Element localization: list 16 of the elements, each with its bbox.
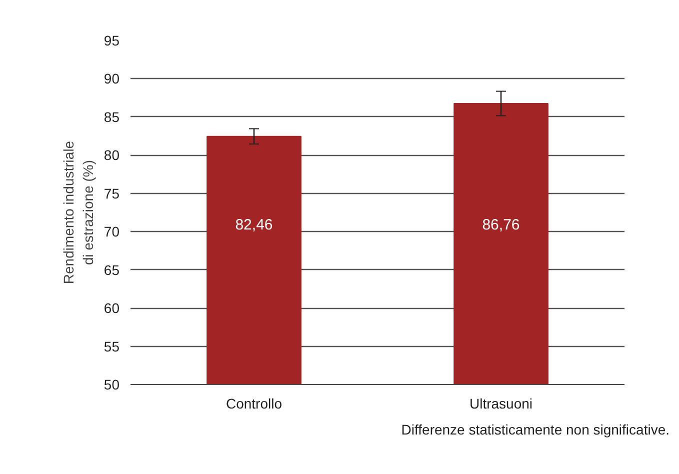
y-tick-label: 75 <box>104 185 120 202</box>
y-tick-label: 95 <box>104 32 120 48</box>
y-tick-label: 60 <box>104 300 120 316</box>
y-tick-label: 85 <box>104 108 120 125</box>
y-tick-label: 55 <box>104 338 120 354</box>
data-label: 82,46 <box>235 216 273 234</box>
data-label: 86,76 <box>482 216 520 234</box>
y-tick-label: 65 <box>104 262 120 278</box>
x-tick-label: Ultrasuoni <box>469 396 533 412</box>
y-tick-label: 70 <box>104 224 120 240</box>
y-tick-label: 90 <box>104 70 120 87</box>
y-axis-title: Rendimento industriale di estrazione (%) <box>60 140 96 284</box>
y-tick-label: 50 <box>104 376 120 392</box>
y-tick-label: 80 <box>104 147 120 164</box>
text: Differenze statisticamente non significative. <box>401 422 670 438</box>
x-tick-label: Controllo <box>226 396 282 412</box>
